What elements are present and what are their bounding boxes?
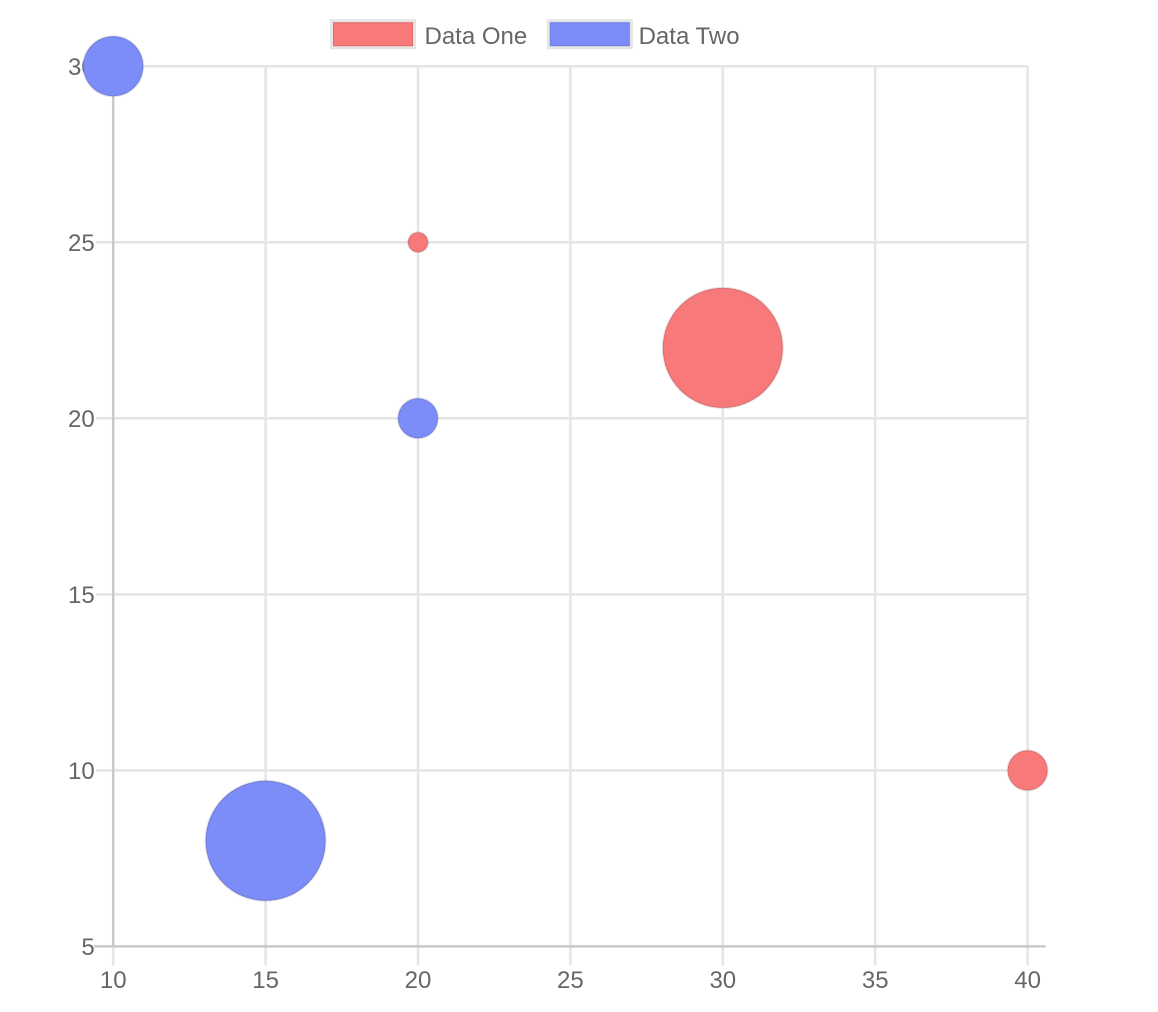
- svg-text:10: 10: [100, 967, 127, 994]
- svg-text:15: 15: [68, 582, 95, 609]
- svg-text:10: 10: [68, 758, 95, 785]
- svg-text:20: 20: [405, 967, 432, 994]
- svg-text:25: 25: [557, 967, 584, 994]
- svg-text:40: 40: [1014, 967, 1041, 994]
- svg-text:30: 30: [709, 967, 736, 994]
- svg-text:25: 25: [68, 230, 95, 257]
- svg-text:Data Two: Data Two: [639, 23, 740, 50]
- svg-text:20: 20: [68, 406, 95, 433]
- svg-text:15: 15: [252, 967, 279, 994]
- svg-text:5: 5: [81, 934, 94, 961]
- svg-text:Data One: Data One: [425, 23, 528, 50]
- svg-text:35: 35: [862, 967, 889, 994]
